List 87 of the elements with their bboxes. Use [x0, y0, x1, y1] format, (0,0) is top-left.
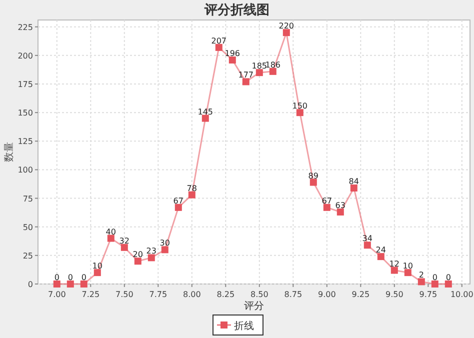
x-axis-title: 评分	[244, 300, 264, 312]
point	[444, 280, 452, 288]
point	[215, 44, 222, 51]
point	[323, 204, 330, 211]
data-label: 34	[362, 234, 372, 244]
data-label: 185	[252, 62, 268, 71]
x-tick-label: 7.50	[115, 290, 134, 299]
x-tick-label: 8.75	[284, 290, 302, 299]
point	[296, 109, 304, 116]
y-tick-label: 50	[22, 222, 33, 232]
x-tick-label: 9.25	[352, 290, 370, 299]
data-label: 12	[389, 259, 400, 268]
point	[174, 204, 182, 211]
y-tick-label: 25	[22, 251, 33, 260]
point	[336, 208, 344, 216]
x-tick-label: 7.75	[149, 290, 168, 299]
chart-title: 评分折线图	[204, 3, 270, 18]
data-label: 24	[376, 246, 386, 255]
x-tick-label: 8.50	[250, 290, 268, 299]
data-label: 78	[186, 184, 197, 193]
y-tick-label: 125	[18, 137, 33, 146]
data-label: 0	[54, 273, 60, 282]
y-tick-label: 75	[22, 194, 33, 204]
point	[404, 269, 412, 276]
data-label: 30	[160, 238, 170, 248]
data-label: 10	[402, 262, 413, 271]
point	[188, 191, 196, 198]
point	[148, 254, 155, 262]
data-label: 177	[238, 70, 254, 80]
point	[242, 78, 250, 86]
data-label: 63	[335, 201, 346, 210]
data-label: 32	[119, 236, 130, 246]
point	[431, 280, 438, 288]
point	[256, 69, 263, 76]
point	[364, 242, 371, 249]
x-tick-label: 8.00	[182, 290, 201, 299]
point	[107, 234, 114, 242]
point	[53, 280, 60, 288]
point	[377, 253, 384, 260]
x-tick-label: 7.25	[82, 290, 100, 299]
x-tick-label: 9.00	[318, 290, 336, 299]
data-label: 23	[146, 246, 156, 256]
data-label: 84	[348, 177, 359, 186]
point	[94, 269, 101, 276]
legend-label: 折线	[234, 320, 254, 332]
point	[282, 29, 290, 36]
data-label: 0	[81, 273, 86, 282]
data-label: 20	[132, 250, 143, 260]
data-label: 220	[278, 22, 294, 31]
point	[202, 114, 209, 122]
point	[228, 56, 236, 64]
data-label: 89	[308, 171, 318, 180]
point	[390, 266, 398, 274]
data-label: 0	[446, 273, 451, 282]
point	[161, 246, 168, 254]
point	[120, 244, 128, 251]
y-tick-label: 0	[28, 280, 33, 289]
data-label: 67	[322, 196, 332, 206]
x-tick-label: 8.25	[216, 290, 235, 299]
point	[310, 178, 317, 186]
point	[350, 184, 358, 192]
point	[134, 258, 142, 265]
y-tick-label: 200	[18, 51, 33, 60]
y-tick-label: 150	[18, 108, 33, 118]
y-axis-title: 数量	[4, 142, 15, 162]
x-tick-label: 10.00	[450, 290, 474, 299]
data-label: 67	[173, 196, 184, 206]
data-label: 196	[224, 49, 240, 58]
data-label: 2	[418, 270, 424, 280]
point	[80, 280, 88, 288]
data-label: 150	[292, 102, 308, 111]
data-label: 145	[198, 107, 214, 116]
x-tick-label: 9.50	[385, 290, 404, 299]
data-label: 10	[92, 262, 102, 271]
data-label: 186	[265, 60, 281, 70]
y-tick-label: 100	[18, 166, 33, 175]
y-tick-label: 175	[18, 80, 33, 89]
x-tick-label: 9.75	[419, 290, 438, 299]
data-label: 207	[211, 36, 227, 46]
data-label: 0	[68, 273, 73, 282]
point	[418, 278, 425, 286]
point	[269, 68, 276, 75]
point	[66, 280, 74, 288]
x-tick-label: 7.00	[48, 290, 66, 299]
data-label: 0	[432, 273, 438, 282]
data-label: 40	[106, 227, 116, 236]
y-tick-label: 225	[18, 22, 33, 32]
